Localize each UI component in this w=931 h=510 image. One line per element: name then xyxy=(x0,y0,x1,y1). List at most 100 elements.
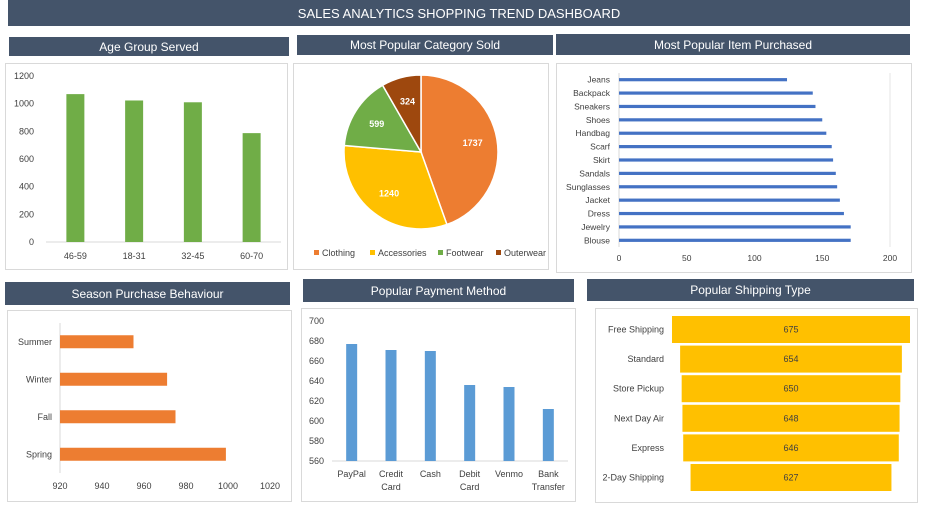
shipping-value-label: 650 xyxy=(783,384,798,394)
shipping-value-label: 648 xyxy=(783,413,798,423)
y-tick-label: 600 xyxy=(19,154,34,164)
y-tick-label: 0 xyxy=(29,237,34,247)
category-chart-title: Most Popular Category Sold xyxy=(349,38,501,52)
y-tick-label: Sunglasses xyxy=(566,182,610,192)
item-bar xyxy=(619,104,816,109)
item-chart-title: Most Popular Item Purchased xyxy=(653,37,813,52)
y-tick-label: Winter xyxy=(26,374,52,384)
item-chart-header: Most Popular Item Purchased xyxy=(556,34,910,55)
shipping-bar xyxy=(681,375,901,403)
y-tick-label: Express xyxy=(631,443,664,453)
shipping-bar xyxy=(682,404,900,432)
y-tick-label: 200 xyxy=(19,209,34,219)
y-tick-label: Sneakers xyxy=(574,101,610,111)
shipping-chart-header: Popular Shipping Type xyxy=(587,279,914,301)
y-tick-label: 580 xyxy=(309,436,324,446)
season-chart-panel: Summer Winter Fall Spring 920 940 960 980 1000 10… xyxy=(7,310,292,502)
x-tick-label: PayPal xyxy=(337,469,366,479)
legend-swatch xyxy=(314,250,319,255)
y-tick-label: 680 xyxy=(309,336,324,346)
y-tick-label: Fall xyxy=(37,412,52,422)
shipping-bar xyxy=(672,316,910,343)
x-tick-label: Credit xyxy=(379,469,404,479)
legend-label: Outerwear xyxy=(504,248,546,258)
x-tick-label: 150 xyxy=(815,253,829,263)
y-tick-label: Backpack xyxy=(573,88,611,98)
y-tick-label: Jacket xyxy=(585,195,610,205)
y-tick-label: Jewelry xyxy=(581,222,611,232)
x-tick-label: Cash xyxy=(420,469,441,479)
y-tick-label: 700 xyxy=(309,316,324,326)
pie-slice-clothing xyxy=(420,74,499,226)
y-tick-label: 660 xyxy=(309,356,324,366)
age-chart: 0 200 400 600 800 1000 1200 46-59 18-31 32-45 60-7… xyxy=(14,71,281,261)
shipping-value-label: 646 xyxy=(783,443,798,453)
payment-chart: 560 580 600 620 640 660 680 700 PayPal Credit Card… xyxy=(309,316,568,492)
pie-value-label: 324 xyxy=(400,96,415,106)
season-chart-title: Season Purchase Behaviour xyxy=(71,286,224,301)
season-bar xyxy=(60,372,168,386)
item-bar xyxy=(619,211,844,216)
x-tick-label: 50 xyxy=(682,253,692,263)
x-tick-label: 940 xyxy=(94,481,109,491)
age-bar xyxy=(66,94,85,242)
age-chart-header: Age Group Served xyxy=(9,37,289,56)
y-tick-label: Free Shipping xyxy=(608,325,664,335)
item-bar xyxy=(619,145,832,149)
y-tick-label: Dress xyxy=(588,209,610,219)
x-tick-label: 1020 xyxy=(260,481,280,491)
item-bar xyxy=(619,238,851,242)
legend-label: Clothing xyxy=(322,248,355,258)
season-bar xyxy=(60,335,134,349)
payment-bar xyxy=(346,344,358,461)
y-tick-label: Handbag xyxy=(575,128,610,138)
payment-chart-title: Popular Payment Method xyxy=(370,283,507,298)
age-chart-panel: 0 200 400 600 800 1000 1200 46-59 18-31 32-45 60-7… xyxy=(5,63,288,270)
payment-chart-panel: 560 580 600 620 640 660 680 700 PayPal Credit Card… xyxy=(301,308,576,502)
item-bar xyxy=(619,78,788,82)
item-bar xyxy=(619,118,823,122)
y-tick-label: 400 xyxy=(19,182,34,192)
category-chart-header: Most Popular Category Sold xyxy=(297,35,553,55)
item-bar xyxy=(619,185,838,189)
item-chart: Jeans Backpack Sneakers Shoes Handbag Scarf Sk… xyxy=(566,73,897,263)
x-tick-label: Card xyxy=(381,482,401,492)
pie-value-label: 1737 xyxy=(463,138,483,148)
shipping-bar xyxy=(680,345,902,373)
payment-bar xyxy=(385,350,397,461)
shipping-chart: 675 Free Shipping 654 Standard 650 Store Pick… xyxy=(602,316,910,491)
legend-label: Footwear xyxy=(446,248,484,258)
legend-label: Accessories xyxy=(378,248,427,258)
payment-chart-header: Popular Payment Method xyxy=(303,279,574,302)
age-chart-title: Age Group Served xyxy=(99,39,199,54)
shipping-bar xyxy=(690,464,892,491)
y-tick-label: Summer xyxy=(18,337,52,347)
y-tick-label: 640 xyxy=(309,376,324,386)
item-bar xyxy=(619,198,840,202)
legend-swatch xyxy=(496,250,501,255)
x-tick-label: 100 xyxy=(747,253,761,263)
y-tick-label: 2-Day Shipping xyxy=(602,473,664,483)
x-tick-label: 200 xyxy=(883,253,897,263)
item-bar xyxy=(619,91,813,95)
y-tick-label: Spring xyxy=(26,449,52,459)
item-bar xyxy=(619,131,827,135)
pie-slice-footwear xyxy=(343,84,423,153)
pie-value-label: 599 xyxy=(369,119,384,129)
legend-swatch xyxy=(370,250,375,255)
x-tick-label: 980 xyxy=(178,481,193,491)
x-tick-label: Debit xyxy=(459,469,481,479)
y-tick-label: 620 xyxy=(309,396,324,406)
pie-slice-accessories xyxy=(343,144,448,230)
y-tick-label: 1000 xyxy=(14,99,34,109)
payment-bar xyxy=(424,351,436,461)
season-bar xyxy=(60,410,176,424)
shipping-value-label: 654 xyxy=(783,354,798,364)
x-tick-label: 18-31 xyxy=(123,251,146,261)
x-tick-label: 920 xyxy=(52,481,67,491)
x-tick-label: 960 xyxy=(136,481,151,491)
legend-swatch xyxy=(438,250,443,255)
season-chart-header: Season Purchase Behaviour xyxy=(5,282,290,305)
x-tick-label: Bank xyxy=(538,469,559,479)
dashboard-title-text: SALES ANALYTICS SHOPPING TREND DASHBOARD xyxy=(297,5,621,21)
